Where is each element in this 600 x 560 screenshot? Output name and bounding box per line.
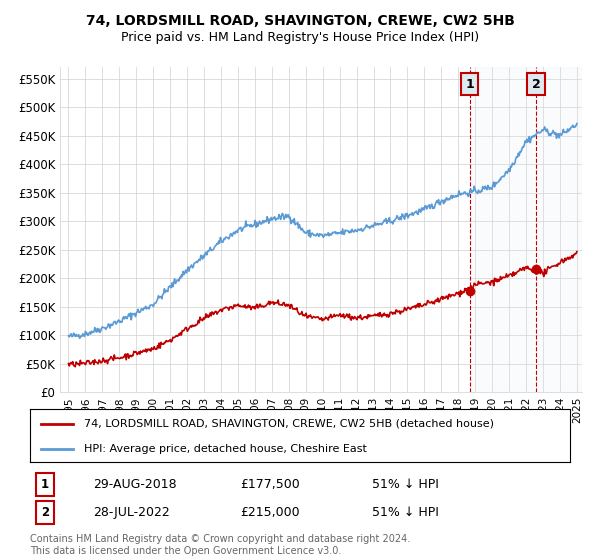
Text: Price paid vs. HM Land Registry's House Price Index (HPI): Price paid vs. HM Land Registry's House … [121,31,479,44]
Text: Contains HM Land Registry data © Crown copyright and database right 2024.
This d: Contains HM Land Registry data © Crown c… [30,534,410,556]
Text: 51% ↓ HPI: 51% ↓ HPI [372,478,439,491]
Text: 74, LORDSMILL ROAD, SHAVINGTON, CREWE, CW2 5HB (detached house): 74, LORDSMILL ROAD, SHAVINGTON, CREWE, C… [84,419,494,429]
Text: 28-JUL-2022: 28-JUL-2022 [93,506,170,519]
Bar [470,67,582,392]
Text: 1: 1 [465,78,474,91]
Text: 29-AUG-2018: 29-AUG-2018 [93,478,176,491]
Text: HPI: Average price, detached house, Cheshire East: HPI: Average price, detached house, Ches… [84,444,367,454]
Text: 1: 1 [41,478,49,491]
Text: 2: 2 [532,78,540,91]
Text: £177,500: £177,500 [240,478,300,491]
Text: 51% ↓ HPI: 51% ↓ HPI [372,506,439,519]
Text: 74, LORDSMILL ROAD, SHAVINGTON, CREWE, CW2 5HB: 74, LORDSMILL ROAD, SHAVINGTON, CREWE, C… [86,14,514,28]
Text: 2: 2 [41,506,49,519]
Text: £215,000: £215,000 [240,506,299,519]
